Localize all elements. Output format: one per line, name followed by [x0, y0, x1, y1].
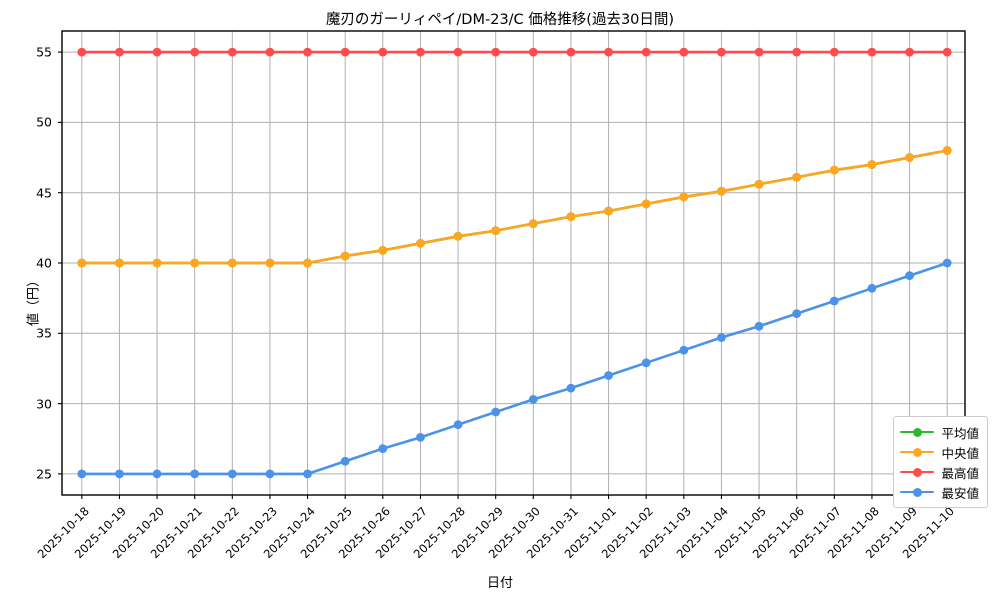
data-point [115, 469, 124, 479]
data-point [829, 296, 839, 306]
data-point [190, 47, 200, 57]
legend-marker-median-icon [900, 445, 935, 459]
legend-marker-max-icon [900, 465, 935, 479]
data-point [754, 47, 764, 57]
data-point [905, 153, 914, 162]
data-point [867, 283, 877, 293]
data-point [77, 469, 87, 479]
data-point [604, 371, 613, 380]
data-point [378, 47, 388, 57]
y-axis-tick-label: 35 [36, 325, 52, 341]
data-point [227, 47, 237, 57]
data-point [77, 47, 87, 57]
data-point [152, 469, 162, 479]
data-point [754, 321, 764, 331]
data-point [453, 47, 463, 57]
data-point [717, 186, 726, 196]
y-axis-tick-label: 50 [36, 114, 52, 130]
data-point [227, 469, 237, 479]
plot-frame [61, 30, 966, 496]
data-point [679, 192, 689, 202]
data-point [416, 238, 425, 248]
data-point [416, 432, 425, 442]
data-point [265, 258, 275, 268]
y-axis-tick-label: 25 [36, 466, 52, 482]
legend-marker-min-icon [900, 485, 935, 499]
legend-item[interactable]: 平均値 [900, 422, 979, 442]
data-point [115, 47, 124, 57]
chart-legend: 平均値 中央値 最高値 最安値 [893, 416, 988, 508]
data-point [867, 160, 877, 169]
data-point [829, 165, 839, 175]
chart-title: 魔刃のガーリィペイ/DM-23/C 価格推移(過去30日間) [325, 12, 675, 28]
data-point [942, 258, 952, 268]
data-point [115, 258, 124, 268]
data-point [340, 251, 350, 261]
data-point [378, 444, 388, 453]
legend-label-average: 平均値 [941, 425, 979, 441]
data-point [378, 245, 388, 255]
data-point [416, 47, 425, 57]
data-point [303, 47, 312, 57]
data-point [227, 258, 237, 268]
x-axis-label: 日付 [486, 576, 513, 591]
data-point [303, 258, 312, 268]
data-point [604, 206, 613, 216]
data-point [905, 271, 914, 281]
data-point [190, 258, 200, 268]
y-axis-tick-label: 55 [36, 44, 52, 60]
legend-marker-average-icon [900, 425, 935, 439]
data-point [792, 172, 802, 182]
data-point [528, 219, 538, 229]
data-point [453, 420, 463, 430]
data-point [792, 309, 802, 319]
data-point [792, 47, 802, 57]
data-point [641, 199, 651, 209]
data-point [453, 231, 463, 241]
data-point [190, 469, 200, 479]
data-point [641, 47, 651, 57]
data-point [491, 226, 501, 236]
data-point [265, 469, 275, 479]
data-point [717, 333, 726, 342]
data-point [942, 146, 952, 155]
data-point [491, 47, 501, 57]
data-point [867, 47, 877, 57]
y-axis-tick-label: 30 [36, 396, 52, 412]
data-point [152, 47, 162, 57]
data-point [566, 47, 576, 57]
data-point [604, 47, 613, 57]
legend-label-median: 中央値 [941, 445, 979, 461]
data-point [641, 358, 651, 368]
y-axis-tick-label: 45 [36, 185, 52, 201]
data-point [77, 258, 87, 268]
legend-item[interactable]: 中央値 [900, 442, 979, 462]
y-axis-tick-label: 40 [36, 255, 52, 271]
data-point [152, 258, 162, 268]
data-point [679, 345, 689, 355]
series-line-最安値 [80, 261, 949, 476]
data-point [528, 394, 538, 404]
data-point [754, 179, 764, 189]
data-point [265, 47, 275, 57]
data-point [679, 47, 689, 57]
series-line-中央値 [80, 149, 949, 265]
data-point [491, 407, 501, 417]
data-point [942, 47, 952, 57]
legend-label-max: 最高値 [941, 465, 979, 481]
data-point [303, 469, 312, 479]
legend-label-min: 最安値 [941, 485, 979, 501]
data-point [340, 456, 350, 466]
data-point [528, 47, 538, 57]
data-point [566, 383, 576, 393]
legend-item[interactable]: 最高値 [900, 462, 979, 482]
data-point [566, 212, 576, 222]
data-point [717, 47, 726, 57]
data-point [829, 47, 839, 57]
data-point [905, 47, 914, 57]
data-point [340, 47, 350, 57]
legend-item[interactable]: 最安値 [900, 482, 979, 502]
